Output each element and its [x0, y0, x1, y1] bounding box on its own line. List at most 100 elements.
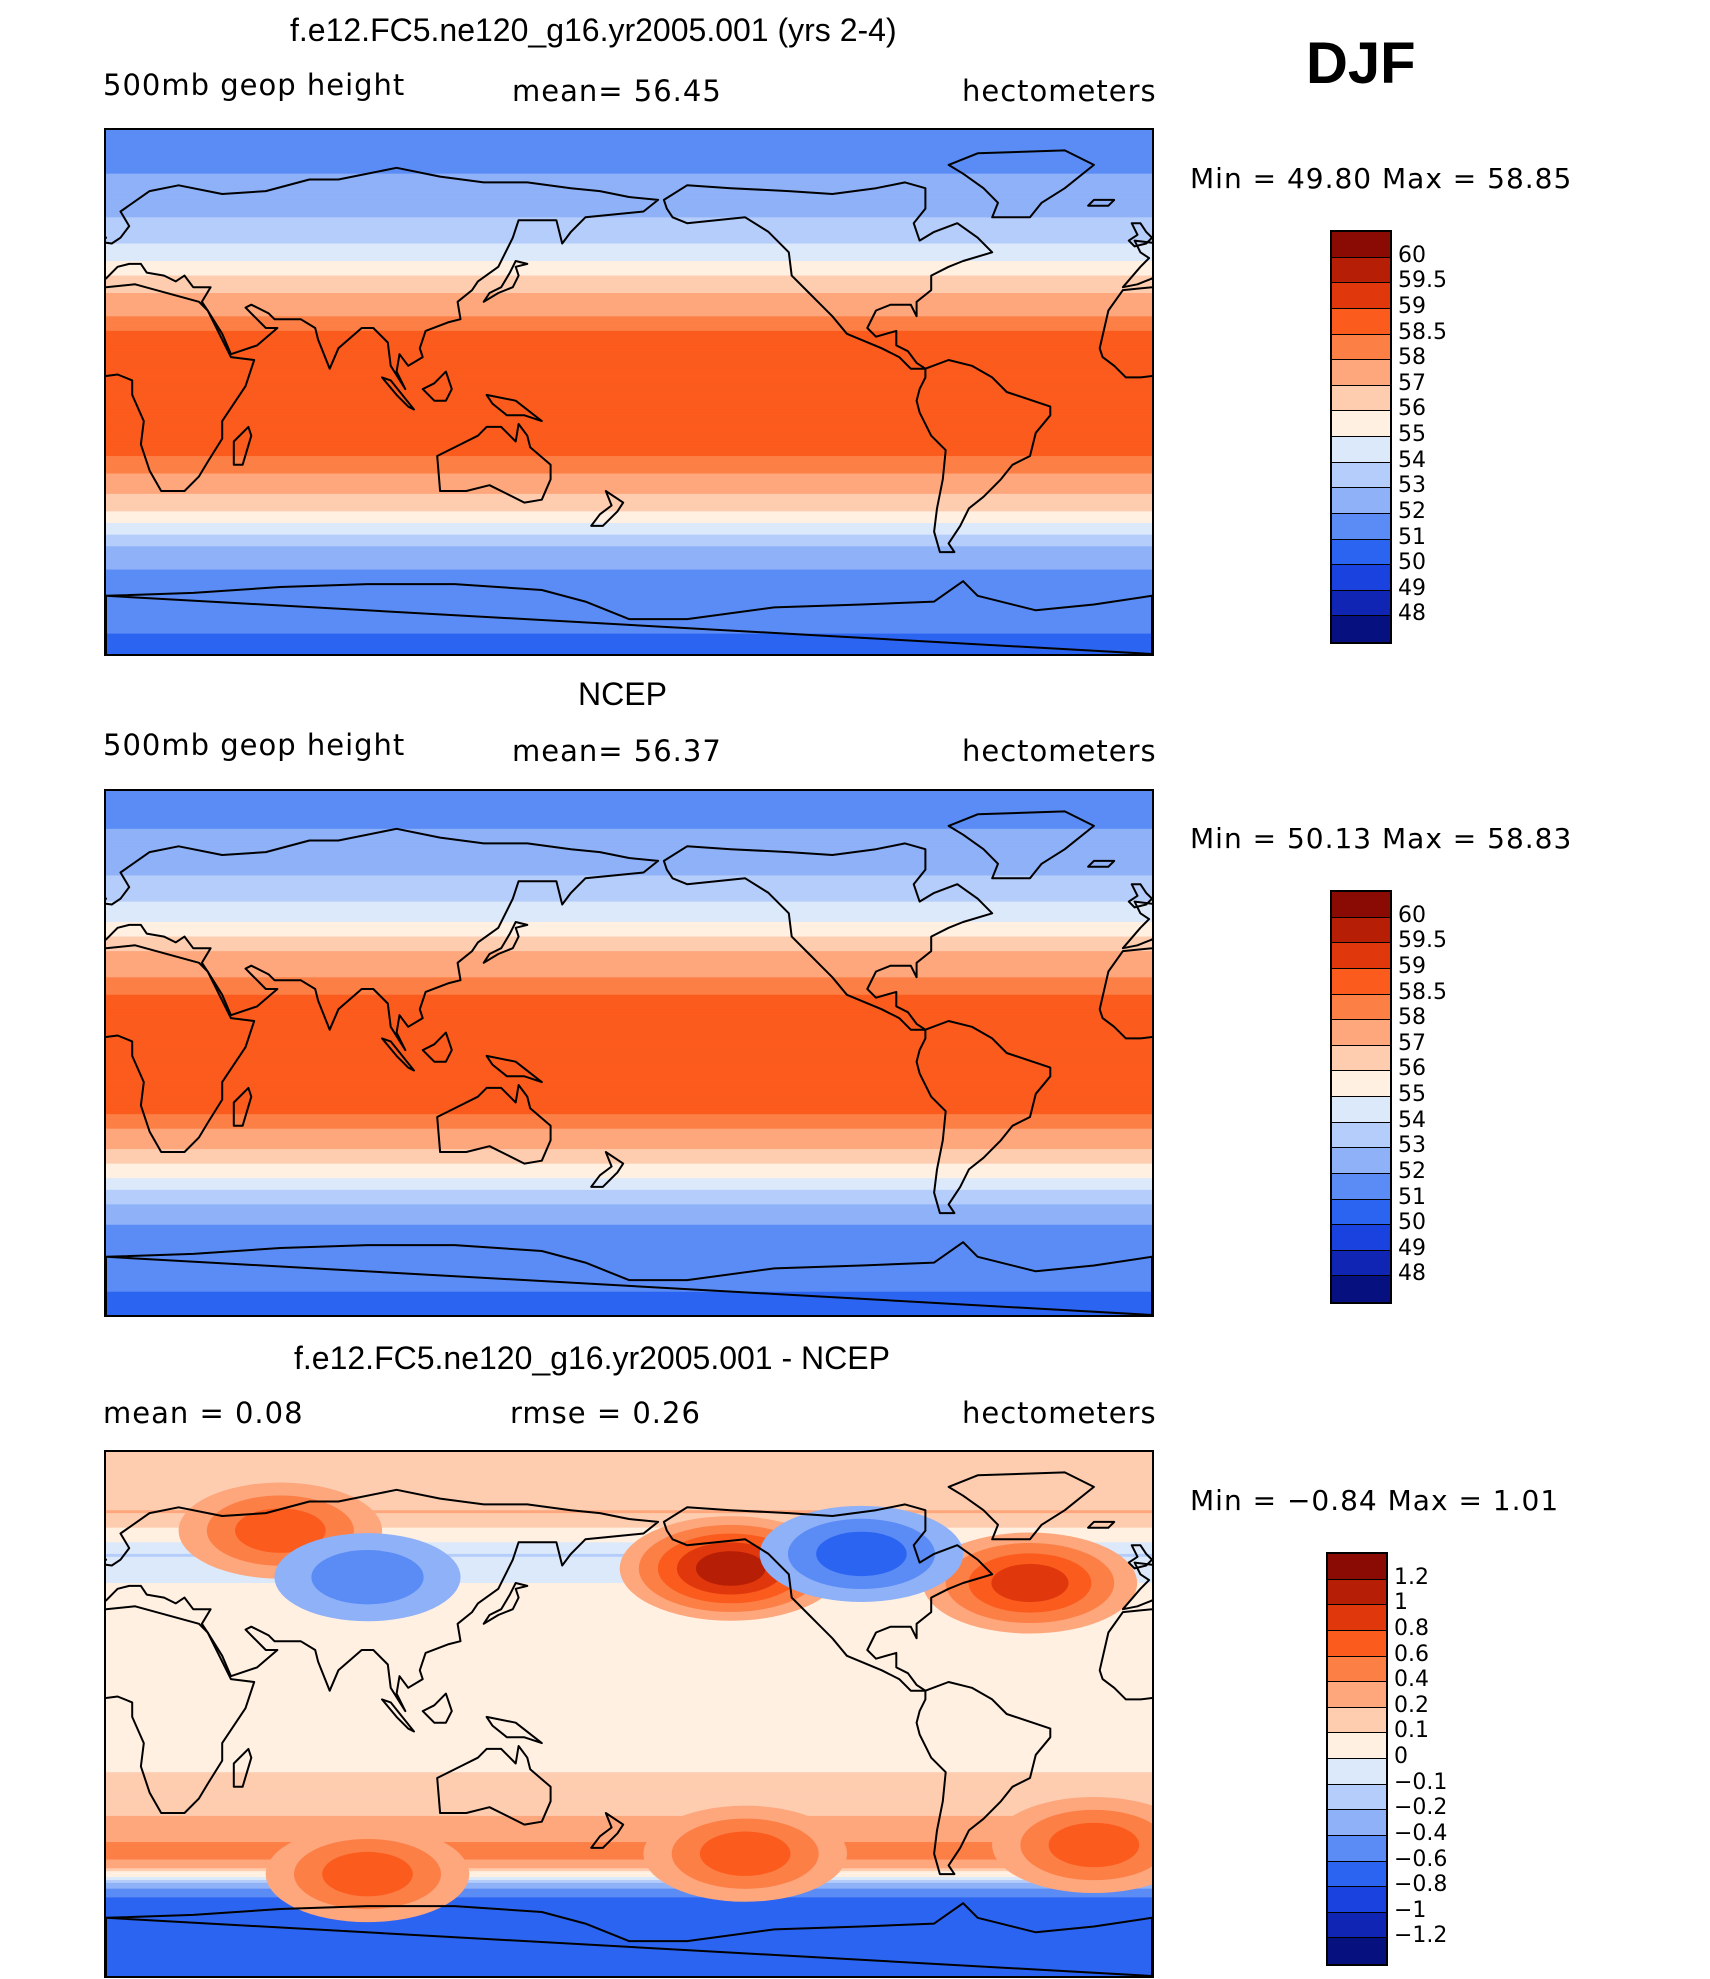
colorbar-swatch	[1332, 1225, 1390, 1251]
panel2-variable-label: 500mb geop height	[103, 728, 406, 762]
colorbar-swatch	[1332, 308, 1390, 335]
panel1-map	[104, 128, 1154, 656]
panel2-title: NCEP	[578, 676, 667, 712]
colorbar-swatch	[1332, 1045, 1390, 1072]
colorbar-swatch	[1328, 1835, 1386, 1862]
colorbar-tick-label: 0	[1394, 1744, 1408, 1769]
colorbar-tick-label: 59	[1398, 293, 1426, 319]
colorbar-swatch	[1332, 462, 1390, 489]
colorbar-tick-label: 1.2	[1394, 1564, 1429, 1590]
anomaly-contour	[816, 1531, 907, 1577]
colorbar-tick-label: −0.2	[1394, 1795, 1448, 1821]
colorbar-tick-label: 60	[1398, 902, 1426, 928]
colorbar-swatch	[1332, 1071, 1390, 1097]
colorbar-swatch	[1332, 283, 1390, 309]
anomaly-contour	[322, 1851, 413, 1897]
colorbar-swatch	[1332, 257, 1390, 284]
colorbar-swatch	[1328, 1912, 1386, 1939]
colorbar-tick-label: 57	[1398, 370, 1426, 396]
colorbar-swatch	[1332, 411, 1390, 437]
colorbar-swatch	[1328, 1707, 1386, 1734]
colorbar-swatch	[1332, 232, 1390, 258]
colorbar-swatch	[1332, 616, 1390, 642]
panel2-mean-label: mean= 56.37	[512, 734, 722, 768]
anomaly-contour	[695, 1551, 766, 1586]
colorbar-swatch	[1332, 565, 1390, 591]
panel3-units-label: hectometers	[962, 1396, 1157, 1430]
colorbar-swatch	[1332, 994, 1390, 1021]
colorbar-tick-label: 0.8	[1394, 1615, 1429, 1641]
colorbar-tick-label: −0.6	[1394, 1846, 1448, 1872]
colorbar-tick-label: 49	[1398, 1235, 1426, 1261]
panel1-colorbar	[1330, 230, 1392, 644]
colorbar-tick-label: 51	[1398, 1184, 1426, 1210]
panel2-map	[104, 789, 1154, 1317]
panel1-units-label: hectometers	[962, 74, 1157, 108]
colorbar-swatch	[1328, 1784, 1386, 1811]
panel1-minmax: Min = 49.80 Max = 58.85	[1190, 162, 1573, 195]
colorbar-tick-label: 54	[1398, 447, 1426, 473]
colorbar-tick-label: 56	[1398, 1056, 1426, 1082]
colorbar-swatch	[1332, 1276, 1390, 1302]
anomaly-contour	[1048, 1822, 1140, 1868]
colorbar-tick-label: 48	[1398, 601, 1426, 627]
colorbar-tick-label: 52	[1398, 498, 1426, 524]
colorbar-tick-label: −0.4	[1394, 1820, 1448, 1846]
colorbar-swatch	[1328, 1579, 1386, 1606]
colorbar-tick-label: 58.5	[1398, 979, 1447, 1005]
colorbar-tick-label: 50	[1398, 1210, 1426, 1236]
colorbar-tick-label: 57	[1398, 1030, 1426, 1056]
colorbar-swatch	[1328, 1605, 1386, 1631]
panel1-variable-label: 500mb geop height	[103, 68, 406, 102]
colorbar-swatch	[1332, 590, 1390, 617]
colorbar-swatch	[1332, 513, 1390, 540]
field-bands	[106, 130, 1152, 654]
colorbar-swatch	[1332, 1020, 1390, 1046]
colorbar-swatch	[1332, 1250, 1390, 1277]
colorbar-swatch	[1332, 385, 1390, 412]
colorbar-tick-label: −1	[1394, 1897, 1427, 1923]
colorbar-tick-label: 56	[1398, 396, 1426, 422]
colorbar-swatch	[1332, 437, 1390, 463]
colorbar-tick-label: 59.5	[1398, 928, 1447, 954]
colorbar-tick-label: 53	[1398, 1133, 1426, 1159]
colorbar-swatch	[1332, 488, 1390, 514]
colorbar-swatch	[1332, 539, 1390, 566]
colorbar-swatch	[1328, 1887, 1386, 1913]
panel2-colorbar	[1330, 890, 1392, 1304]
colorbar-tick-label: −0.1	[1394, 1769, 1448, 1795]
colorbar-swatch	[1332, 943, 1390, 969]
colorbar-swatch	[1328, 1554, 1386, 1580]
colorbar-tick-label: 0.2	[1394, 1692, 1429, 1718]
colorbar-swatch	[1332, 360, 1390, 386]
colorbar-tick-label: 58	[1398, 1005, 1426, 1031]
colorbar-tick-label: 54	[1398, 1107, 1426, 1133]
colorbar-swatch	[1332, 1148, 1390, 1174]
colorbar-tick-label: 48	[1398, 1261, 1426, 1287]
field-bands	[106, 791, 1152, 1315]
colorbar-tick-label: 58	[1398, 345, 1426, 371]
colorbar-tick-label: 55	[1398, 422, 1426, 447]
colorbar-tick-label: −1.2	[1394, 1923, 1448, 1949]
colorbar-swatch	[1332, 892, 1390, 918]
colorbar-tick-label: −0.8	[1394, 1872, 1448, 1898]
colorbar-swatch	[1332, 334, 1390, 361]
panel3-map	[104, 1450, 1154, 1978]
colorbar-tick-label: 60	[1398, 242, 1426, 268]
anomaly-contour	[991, 1563, 1069, 1603]
anomaly-contour	[235, 1508, 326, 1553]
colorbar-tick-label: 59	[1398, 953, 1426, 979]
colorbar-swatch	[1332, 968, 1390, 995]
panel1-mean-label: mean= 56.45	[512, 74, 722, 108]
colorbar-swatch	[1328, 1656, 1386, 1683]
colorbar-swatch	[1332, 1122, 1390, 1149]
colorbar-swatch	[1332, 1199, 1390, 1226]
colorbar-swatch	[1328, 1938, 1386, 1964]
anomaly-contour	[699, 1831, 791, 1876]
anomaly-contour	[311, 1550, 424, 1605]
colorbar-swatch	[1328, 1810, 1386, 1836]
panel2-minmax: Min = 50.13 Max = 58.83	[1190, 822, 1573, 855]
colorbar-tick-label: 0.1	[1394, 1718, 1429, 1744]
panel1-title: f.e12.FC5.ne120_g16.yr2005.001 (yrs 2-4)	[290, 12, 897, 48]
panel3-colorbar	[1326, 1552, 1388, 1966]
